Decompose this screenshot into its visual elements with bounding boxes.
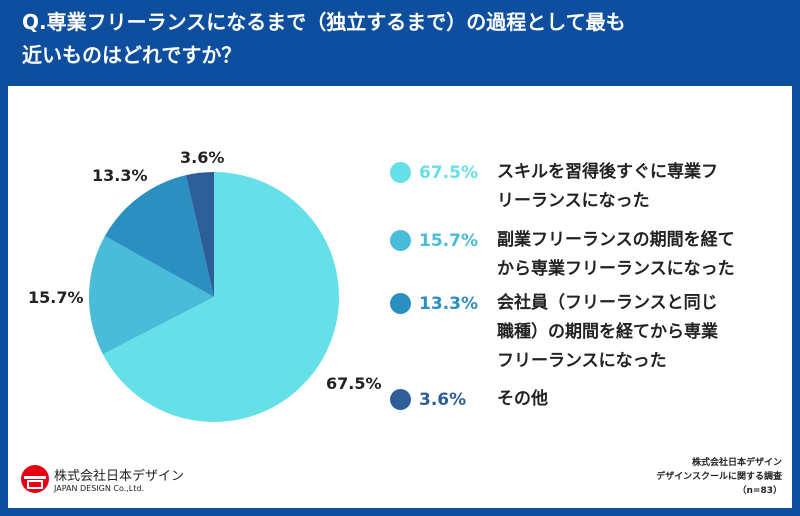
question-title: Q.専業フリーランスになるまで（独立するまで）の過程として最も 近いものはどれで… — [22, 6, 782, 72]
legend-percent: 3.6% — [419, 390, 467, 410]
legend-label-line: 副業フリーランスの期間を経て — [497, 230, 735, 250]
legend-percent: 13.3% — [419, 294, 478, 314]
company-logo: 株式会社日本デザイン JAPAN DESIGN Co.,Ltd. — [20, 464, 184, 494]
legend-marker-icon — [390, 162, 411, 183]
legend-label: 会社員（フリーランスと同じ 職種）の期間を経てから専業 フリーランスになった — [497, 289, 767, 376]
source-line-3: （n=83） — [737, 486, 782, 496]
legend-item: 15.7% 副業フリーランスの期間を経て から専業フリーランスになった — [390, 229, 767, 284]
title-line-1: Q.専業フリーランスになるまで（独立するまで）の過程として最も — [22, 10, 626, 34]
pie-slice-3 — [185, 172, 214, 297]
legend-label: 副業フリーランスの期間を経て から専業フリーランスになった — [497, 226, 767, 284]
legend-label-line: リーランスになった — [497, 191, 650, 211]
legend-label: その他 — [497, 385, 767, 414]
legend-item: 3.6% その他 — [390, 388, 767, 414]
pie-label-other: 3.6% — [180, 148, 225, 167]
legend-percent: 67.5% — [419, 163, 478, 183]
legend-percent: 15.7% — [419, 231, 478, 251]
source-line-1: 株式会社日本デザイン — [691, 458, 782, 468]
source-note: 株式会社日本デザイン デザインスクールに関する調査 （n=83） — [656, 456, 782, 498]
legend-label-line: 会社員（フリーランスと同じ — [497, 293, 718, 313]
legend-label-line: 職種）の期間を経てから専業 — [497, 322, 718, 342]
pie-slice-1 — [88, 235, 214, 355]
logo-en: JAPAN DESIGN Co.,Ltd. — [54, 484, 145, 493]
legend-label-line: フリーランスになった — [497, 351, 667, 371]
legend-marker-icon — [390, 230, 411, 251]
legend-item: 13.3% 会社員（フリーランスと同じ 職種）の期間を経てから専業 フリーランスになっ… — [390, 292, 767, 376]
pie-label-skill: 67.5% — [326, 374, 382, 393]
legend-label-line: から専業フリーランスになった — [497, 259, 735, 279]
legend-label-line: スキルを習得後すぐに専業フ — [497, 162, 718, 182]
pie-label-employee: 13.3% — [92, 166, 148, 185]
logo-mark-icon — [21, 465, 49, 493]
logo-name: 株式会社日本デザイン — [54, 469, 185, 484]
legend-item: 67.5% スキルを習得後すぐに専業フ リーランスになった — [390, 161, 767, 216]
chart-panel: 3.6% 13.3% 15.7% 67.5% 67.5% スキルを習得後すぐに専業… — [8, 86, 792, 508]
legend-marker-icon — [390, 389, 411, 410]
legend-marker-icon — [390, 293, 411, 314]
pie-label-side-job: 15.7% — [28, 288, 84, 307]
source-line-2: デザインスクールに関する調査 — [656, 472, 782, 482]
pie-slice-2 — [104, 175, 214, 297]
title-line-2: 近いものはどれですか？ — [22, 43, 242, 67]
legend-label-line: その他 — [497, 389, 548, 409]
pie-chart — [88, 172, 339, 422]
legend-label: スキルを習得後すぐに専業フ リーランスになった — [497, 158, 767, 216]
pie-slice-0 — [102, 172, 339, 422]
